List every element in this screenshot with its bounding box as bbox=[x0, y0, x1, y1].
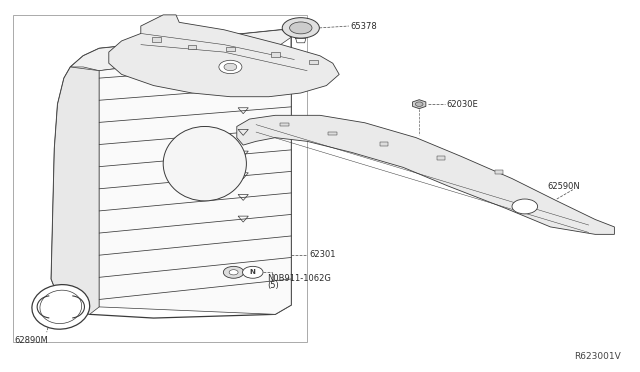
Text: 62590N: 62590N bbox=[547, 182, 580, 190]
Bar bbox=[280, 123, 289, 126]
Text: (5): (5) bbox=[268, 281, 279, 290]
Bar bbox=[437, 156, 445, 160]
Bar bbox=[152, 37, 161, 42]
Bar bbox=[188, 45, 196, 49]
Bar bbox=[309, 60, 318, 64]
Text: N: N bbox=[250, 269, 256, 275]
Polygon shape bbox=[51, 67, 99, 314]
Polygon shape bbox=[237, 115, 614, 234]
Polygon shape bbox=[109, 15, 339, 97]
Bar bbox=[271, 52, 280, 57]
Text: R623001V: R623001V bbox=[574, 352, 621, 361]
Text: 62301: 62301 bbox=[309, 250, 335, 259]
Polygon shape bbox=[413, 100, 426, 109]
Text: 62890M: 62890M bbox=[14, 336, 48, 345]
Text: 65378: 65378 bbox=[351, 22, 378, 31]
Circle shape bbox=[223, 266, 244, 278]
Polygon shape bbox=[99, 48, 291, 314]
Circle shape bbox=[243, 266, 263, 278]
Bar bbox=[13, 15, 307, 342]
Bar bbox=[380, 142, 388, 146]
Ellipse shape bbox=[32, 285, 90, 329]
Text: 62030E: 62030E bbox=[447, 100, 479, 109]
Bar bbox=[226, 46, 235, 51]
Circle shape bbox=[219, 60, 242, 74]
Circle shape bbox=[229, 270, 238, 275]
Bar bbox=[328, 132, 337, 135]
Ellipse shape bbox=[289, 22, 312, 34]
Circle shape bbox=[512, 199, 538, 214]
Circle shape bbox=[415, 102, 423, 106]
Text: N0B911-1062G: N0B911-1062G bbox=[268, 274, 332, 283]
Circle shape bbox=[224, 63, 237, 71]
Bar bbox=[495, 170, 503, 174]
Ellipse shape bbox=[163, 126, 246, 201]
Polygon shape bbox=[70, 30, 291, 71]
Ellipse shape bbox=[282, 17, 319, 38]
